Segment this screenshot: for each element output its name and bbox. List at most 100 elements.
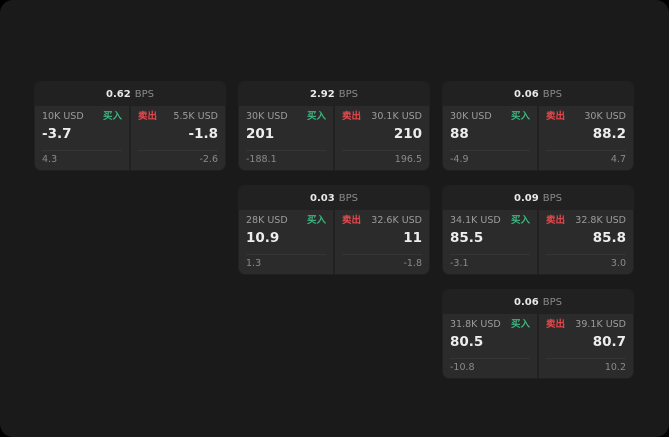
sell-delta: 196.5 <box>342 150 422 166</box>
bps-value: 0.09 <box>514 192 539 204</box>
bps-unit-label: BPS <box>134 88 154 100</box>
sell-panel[interactable]: 卖出 39.1K USD 80.7 10.2 <box>539 314 633 378</box>
buy-panel-top: 34.1K USD 买入 <box>450 215 530 227</box>
buy-side-label: 买入 <box>306 215 326 226</box>
sell-panel-top: 卖出 30K USD <box>546 111 626 123</box>
bps-header: 0.06 BPS <box>443 290 633 314</box>
buy-side-label: 买入 <box>510 215 530 226</box>
sell-panel-top: 卖出 39.1K USD <box>546 319 626 331</box>
sell-panel-top: 卖出 32.8K USD <box>546 215 626 227</box>
buy-delta: 1.3 <box>246 254 326 270</box>
sell-price: 80.7 <box>592 334 626 350</box>
buy-price: 88 <box>450 126 469 142</box>
sell-side-label: 卖出 <box>546 319 566 330</box>
buy-panel-top: 28K USD 买入 <box>246 215 326 227</box>
quote-card-body: 34.1K USD 买入 85.5 -3.1 卖出 32.8K USD 85.8… <box>443 210 633 274</box>
sell-panel-top: 卖出 5.5K USD <box>138 111 218 123</box>
bps-header: 0.09 BPS <box>443 186 633 210</box>
sell-notional: 32.6K USD <box>371 215 422 226</box>
quote-card-body: 31.8K USD 买入 80.5 -10.8 卖出 39.1K USD 80.… <box>443 314 633 378</box>
bps-unit-label: BPS <box>338 192 358 204</box>
sell-panel-top: 卖出 32.6K USD <box>342 215 422 227</box>
sell-delta: -1.8 <box>342 254 422 270</box>
bps-unit-label: BPS <box>542 192 562 204</box>
buy-side-label: 买入 <box>306 111 326 122</box>
buy-notional: 31.8K USD <box>450 319 501 330</box>
bps-header: 0.06 BPS <box>443 82 633 106</box>
sell-notional: 32.8K USD <box>575 215 626 226</box>
buy-delta: 4.3 <box>42 150 122 166</box>
bps-value: 2.92 <box>310 88 335 100</box>
buy-notional: 10K USD <box>42 111 84 122</box>
bps-unit-label: BPS <box>338 88 358 100</box>
buy-panel[interactable]: 28K USD 买入 10.9 1.3 <box>239 210 333 274</box>
quote-card: 0.06 BPS 31.8K USD 买入 80.5 -10.8 卖出 39.1… <box>443 290 633 378</box>
sell-price: 11 <box>403 230 422 246</box>
quote-card: 0.06 BPS 30K USD 买入 88 -4.9 卖出 30K USD <box>443 82 633 170</box>
bps-value: 0.62 <box>106 88 131 100</box>
buy-panel[interactable]: 10K USD 买入 -3.7 4.3 <box>35 106 129 170</box>
sell-delta: -2.6 <box>138 150 218 166</box>
sell-side-label: 卖出 <box>546 111 566 122</box>
buy-price: 80.5 <box>450 334 484 350</box>
buy-price: 85.5 <box>450 230 484 246</box>
sell-side-label: 卖出 <box>546 215 566 226</box>
quote-card: 0.09 BPS 34.1K USD 买入 85.5 -3.1 卖出 32.8K… <box>443 186 633 274</box>
buy-panel-top: 10K USD 买入 <box>42 111 122 123</box>
sell-notional: 5.5K USD <box>173 111 218 122</box>
bps-header: 0.03 BPS <box>239 186 429 210</box>
sell-price: 88.2 <box>592 126 626 142</box>
buy-panel[interactable]: 31.8K USD 买入 80.5 -10.8 <box>443 314 537 378</box>
sell-price: 85.8 <box>592 230 626 246</box>
quote-card-body: 28K USD 买入 10.9 1.3 卖出 32.6K USD 11 -1.8 <box>239 210 429 274</box>
bps-unit-label: BPS <box>542 296 562 308</box>
buy-price: -3.7 <box>42 126 72 142</box>
sell-panel[interactable]: 卖出 32.6K USD 11 -1.8 <box>335 210 429 274</box>
buy-panel[interactable]: 30K USD 买入 88 -4.9 <box>443 106 537 170</box>
quote-card-body: 30K USD 买入 201 -188.1 卖出 30.1K USD 210 1… <box>239 106 429 170</box>
quote-card: 2.92 BPS 30K USD 买入 201 -188.1 卖出 30.1K … <box>239 82 429 170</box>
bps-unit-label: BPS <box>542 88 562 100</box>
sell-side-label: 卖出 <box>342 111 362 122</box>
quote-cards-grid: 0.62 BPS 10K USD 买入 -3.7 4.3 卖出 5.5K USD <box>35 82 633 378</box>
buy-notional: 34.1K USD <box>450 215 501 226</box>
buy-panel-top: 30K USD 买入 <box>450 111 530 123</box>
buy-delta: -188.1 <box>246 150 326 166</box>
sell-panel[interactable]: 卖出 32.8K USD 85.8 3.0 <box>539 210 633 274</box>
bps-value: 0.06 <box>514 296 539 308</box>
buy-delta: -3.1 <box>450 254 530 270</box>
buy-delta: -10.8 <box>450 358 530 374</box>
sell-panel-top: 卖出 30.1K USD <box>342 111 422 123</box>
buy-notional: 30K USD <box>246 111 288 122</box>
sell-side-label: 卖出 <box>342 215 362 226</box>
buy-delta: -4.9 <box>450 150 530 166</box>
sell-price: 210 <box>393 126 422 142</box>
sell-delta: 4.7 <box>546 150 626 166</box>
buy-panel-top: 30K USD 买入 <box>246 111 326 123</box>
sell-notional: 30K USD <box>584 111 626 122</box>
buy-price: 10.9 <box>246 230 280 246</box>
buy-panel-top: 31.8K USD 买入 <box>450 319 530 331</box>
bps-value: 0.03 <box>310 192 335 204</box>
buy-price: 201 <box>246 126 275 142</box>
quote-card-body: 10K USD 买入 -3.7 4.3 卖出 5.5K USD -1.8 -2.… <box>35 106 225 170</box>
quote-card: 0.62 BPS 10K USD 买入 -3.7 4.3 卖出 5.5K USD <box>35 82 225 170</box>
sell-delta: 3.0 <box>546 254 626 270</box>
sell-panel[interactable]: 卖出 30K USD 88.2 4.7 <box>539 106 633 170</box>
sell-side-label: 卖出 <box>138 111 158 122</box>
bps-header: 0.62 BPS <box>35 82 225 106</box>
buy-side-label: 买入 <box>510 111 530 122</box>
buy-panel[interactable]: 30K USD 买入 201 -188.1 <box>239 106 333 170</box>
buy-notional: 28K USD <box>246 215 288 226</box>
sell-panel[interactable]: 卖出 5.5K USD -1.8 -2.6 <box>131 106 225 170</box>
buy-side-label: 买入 <box>510 319 530 330</box>
sell-notional: 30.1K USD <box>371 111 422 122</box>
quote-card-body: 30K USD 买入 88 -4.9 卖出 30K USD 88.2 4.7 <box>443 106 633 170</box>
sell-notional: 39.1K USD <box>575 319 626 330</box>
sell-price: -1.8 <box>188 126 218 142</box>
buy-side-label: 买入 <box>102 111 122 122</box>
sell-panel[interactable]: 卖出 30.1K USD 210 196.5 <box>335 106 429 170</box>
sell-delta: 10.2 <box>546 358 626 374</box>
buy-panel[interactable]: 34.1K USD 买入 85.5 -3.1 <box>443 210 537 274</box>
